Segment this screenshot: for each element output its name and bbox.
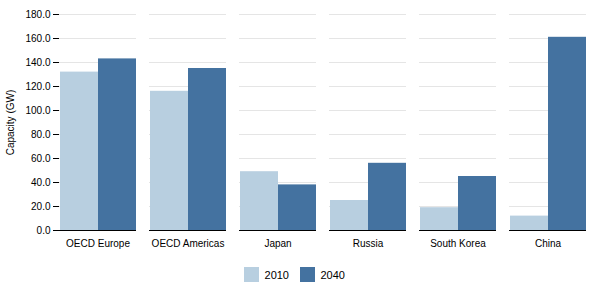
svg-text:60.0: 60.0 [31, 153, 51, 164]
svg-text:OECD Americas: OECD Americas [152, 238, 225, 249]
svg-text:20.0: 20.0 [31, 201, 51, 212]
svg-text:China: China [535, 238, 562, 249]
svg-text:140.0: 140.0 [25, 57, 50, 68]
html-text:2010: 2010 [264, 268, 289, 281]
svg-text:OECD Europe: OECD Europe [66, 238, 130, 249]
svg-text:100.0: 100.0 [25, 105, 50, 116]
svg-text:Japan: Japan [264, 238, 291, 249]
svg-text:160.0: 160.0 [25, 33, 50, 44]
svg-text:80.0: 80.0 [31, 129, 51, 140]
svg-text:Russia: Russia [353, 238, 384, 249]
svg-text:Capacity (GW): Capacity (GW) [5, 90, 16, 156]
svg-text:180.0: 180.0 [25, 9, 50, 20]
svg-text:120.0: 120.0 [25, 81, 50, 92]
svg-text:40.0: 40.0 [31, 177, 51, 188]
svg-text:0.0: 0.0 [37, 225, 51, 236]
svg-text:South Korea: South Korea [430, 238, 486, 249]
html-text:2040: 2040 [320, 268, 345, 281]
